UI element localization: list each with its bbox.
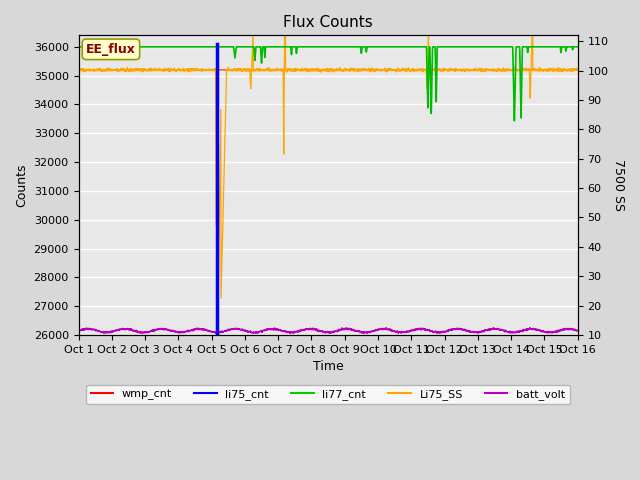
Title: Flux Counts: Flux Counts: [283, 15, 373, 30]
Legend: wmp_cnt, li75_cnt, li77_cnt, Li75_SS, batt_volt: wmp_cnt, li75_cnt, li77_cnt, Li75_SS, ba…: [86, 384, 570, 404]
X-axis label: Time: Time: [313, 360, 344, 373]
Text: EE_flux: EE_flux: [86, 43, 136, 56]
Y-axis label: 7500 SS: 7500 SS: [612, 159, 625, 211]
Y-axis label: Counts: Counts: [15, 163, 28, 207]
